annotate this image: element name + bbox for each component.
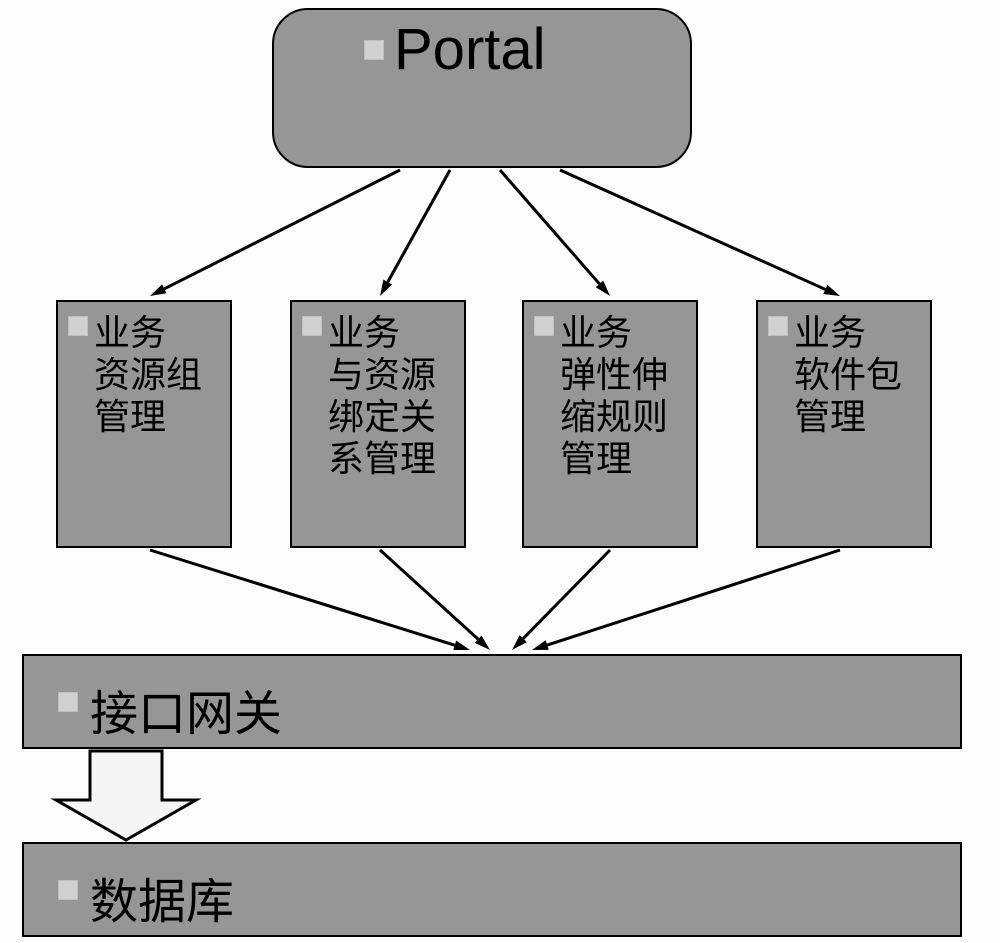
edge-line	[560, 170, 825, 289]
edge-line	[164, 170, 400, 289]
edge-line	[523, 550, 610, 639]
node-label: 业务 软件包 管理	[794, 312, 902, 438]
node-gateway: 接口网关	[22, 654, 962, 749]
node-database: 数据库	[22, 842, 962, 937]
node-label: 数据库	[90, 862, 234, 932]
edge-line	[150, 550, 455, 645]
arrowhead-icon	[596, 281, 610, 296]
node-mid2: 业务 与资源 绑定关 系管理	[290, 300, 466, 548]
bullet-icon	[534, 316, 554, 336]
diagram-canvas: Portal 业务 资源组 管理 业务 与资源 绑定关 系管理 业务 弹性伸 缩规则 …	[0, 0, 1000, 943]
arrowhead-icon	[380, 280, 392, 296]
edge-line	[547, 550, 840, 645]
bullet-icon	[768, 316, 788, 336]
node-mid3: 业务 弹性伸 缩规则 管理	[522, 300, 698, 548]
edge-line	[388, 170, 450, 282]
arrowhead-icon	[475, 636, 490, 650]
bullet-icon	[302, 316, 322, 336]
bullet-icon	[58, 692, 78, 712]
node-label: Portal	[394, 16, 546, 83]
edge-line	[500, 170, 599, 284]
bullet-icon	[364, 40, 384, 60]
big-arrow-icon	[56, 751, 196, 840]
bullet-icon	[68, 316, 88, 336]
bullet-icon	[58, 880, 78, 900]
node-label: 业务 资源组 管理	[94, 312, 202, 438]
arrowhead-icon	[532, 640, 549, 650]
arrowhead-icon	[512, 635, 527, 650]
arrowhead-icon	[453, 640, 470, 650]
node-label: 业务 与资源 绑定关 系管理	[328, 312, 436, 480]
node-label: 接口网关	[90, 674, 282, 744]
arrowhead-icon	[150, 284, 167, 296]
edge-line	[380, 550, 478, 639]
node-portal: Portal	[272, 8, 692, 168]
arrowhead-icon	[823, 285, 840, 296]
node-mid1: 业务 资源组 管理	[56, 300, 232, 548]
node-label: 业务 弹性伸 缩规则 管理	[560, 312, 668, 480]
node-mid4: 业务 软件包 管理	[756, 300, 932, 548]
